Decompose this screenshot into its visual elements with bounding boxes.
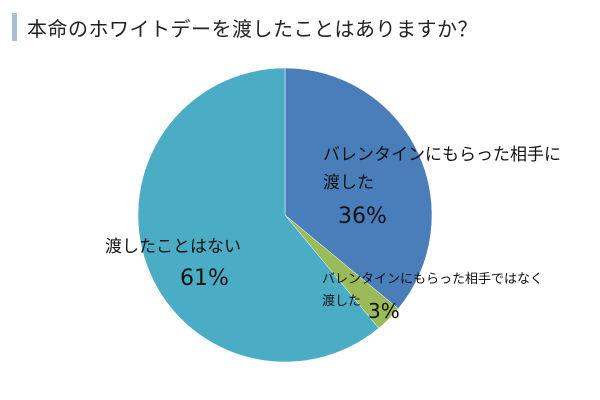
chart-title: 本命のホワイトデーを渡したことはありますか？ xyxy=(27,16,478,41)
slice-label: 渡した xyxy=(323,173,374,193)
pie-slice xyxy=(284,67,433,310)
title-accent-bar xyxy=(12,13,17,41)
slice-label: 渡したことはない xyxy=(105,237,241,257)
slice-value-label: 3% xyxy=(368,299,400,323)
slice-label: バレンタインにもらった相手ではなく xyxy=(322,272,543,287)
slice-value-label: 61% xyxy=(180,266,229,291)
slice-label: 渡した xyxy=(322,293,361,309)
slice-value-label: 36% xyxy=(338,204,387,229)
pie-slice xyxy=(137,67,380,363)
slice-label: バレンタインにもらった相手に xyxy=(323,145,561,165)
chart-title-bar: 本命のホワイトデーを渡したことはありますか？ xyxy=(12,12,478,42)
